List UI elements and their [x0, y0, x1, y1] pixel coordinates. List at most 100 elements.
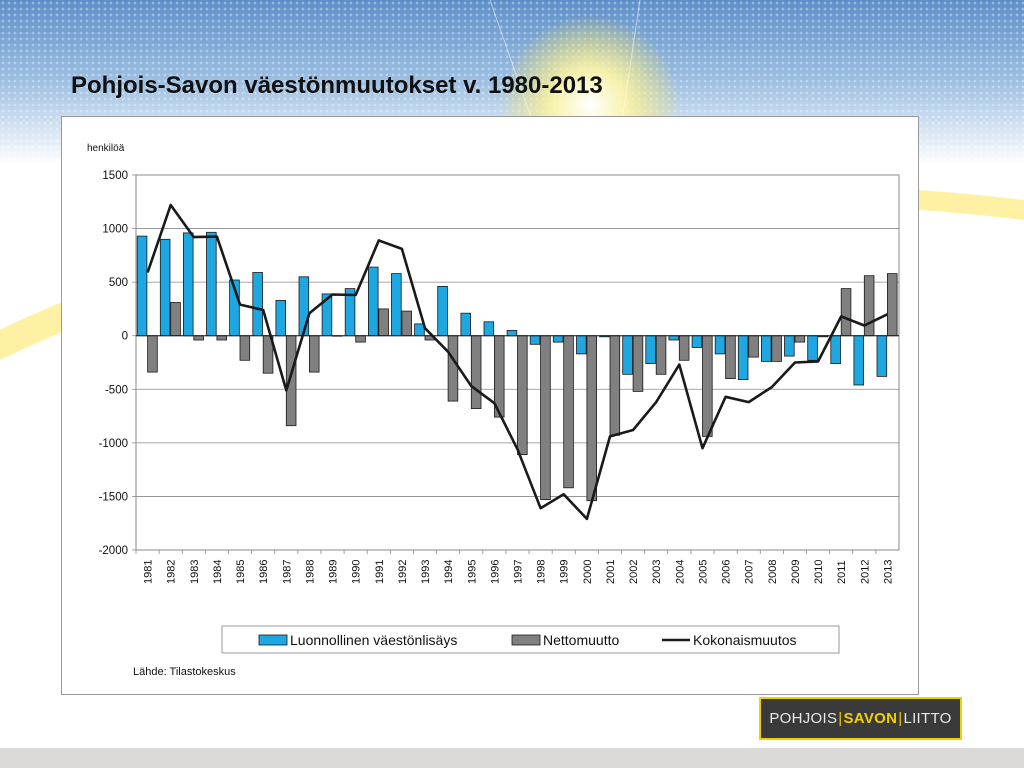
x-tick-label: 1991: [374, 560, 386, 584]
x-tick-label: 2009: [790, 560, 802, 584]
net-migration-bar: [678, 335, 690, 361]
x-tick-label: 1984: [212, 560, 224, 584]
legend-swatch-natural: [258, 634, 288, 646]
net-migration-bar: [655, 335, 667, 375]
y-tick-label: 1500: [102, 170, 128, 182]
x-tick-label: 2000: [582, 560, 594, 584]
logo-part-pohjois: POHJOIS: [769, 710, 838, 727]
y-tick-label: -1000: [99, 438, 128, 450]
x-tick-label: 1985: [235, 560, 247, 584]
y-tick-label: 0: [122, 331, 128, 343]
natural-increase-bar: [830, 335, 841, 364]
x-tick-label: 2012: [859, 560, 871, 584]
natural-increase-bar: [414, 323, 425, 337]
natural-increase-bar: [275, 299, 286, 337]
x-tick-label: 2008: [767, 560, 779, 584]
net-migration-bar: [609, 335, 621, 436]
x-tick-label: 1997: [513, 560, 525, 584]
x-tick-label: 2004: [674, 560, 686, 584]
net-migration-bar: [702, 335, 713, 437]
net-migration-bar: [308, 335, 320, 373]
net-migration-bar: [540, 335, 551, 500]
y-tick-label: -500: [105, 384, 128, 396]
y-tick-label: -2000: [99, 545, 128, 557]
logo-separator: |: [838, 710, 843, 727]
net-migration-bar: [401, 310, 412, 337]
natural-increase-bar: [437, 285, 448, 337]
net-migration-bar: [147, 335, 158, 373]
net-migration-bar: [586, 335, 598, 502]
y-tick-label: 500: [109, 277, 128, 289]
natural-increase-bar: [483, 321, 495, 337]
net-migration-bar: [355, 335, 366, 343]
net-migration-bar: [725, 335, 736, 379]
net-migration-bar: [170, 302, 181, 337]
logo-part-liitto: LIITTO: [903, 710, 952, 727]
x-tick-label: 2007: [744, 560, 756, 584]
net-migration-bar: [563, 335, 574, 489]
net-migration-bar: [517, 335, 528, 455]
x-tick-label: 1983: [189, 560, 201, 584]
natural-increase-bar: [506, 329, 518, 337]
x-tick-label: 1986: [258, 560, 270, 584]
x-tick-label: 1992: [397, 560, 409, 584]
net-migration-bar: [378, 308, 389, 337]
net-migration-bar: [216, 335, 227, 341]
x-tick-label: 1995: [466, 560, 478, 584]
natural-increase-bar: [807, 335, 818, 361]
x-tick-label: 1990: [351, 560, 363, 584]
x-tick-label: 2003: [651, 560, 663, 584]
net-migration-bar: [887, 273, 898, 337]
x-tick-label: 1994: [443, 560, 455, 584]
slide-title: Pohjois-Savon väestönmuutokset v. 1980-2…: [71, 72, 603, 99]
x-tick-label: 2002: [628, 560, 640, 584]
x-tick-label: 2013: [882, 560, 894, 584]
x-tick-label: 1982: [166, 560, 178, 584]
net-migration-bar: [863, 275, 875, 337]
logo-part-savon: SAVON: [843, 710, 898, 727]
natural-increase-bar: [183, 232, 194, 337]
natural-increase-bar: [252, 272, 263, 337]
x-tick-label: 2001: [605, 560, 617, 584]
net-migration-bar: [748, 335, 759, 358]
natural-increase-bar: [737, 335, 749, 380]
x-tick-label: 1998: [536, 560, 548, 584]
net-migration-bar: [239, 335, 251, 361]
x-tick-label: 1988: [304, 560, 316, 584]
natural-increase-bar: [298, 276, 310, 337]
natural-increase-bar: [645, 335, 656, 364]
natural-increase-bar: [784, 335, 795, 357]
natural-increase-bar: [668, 335, 680, 341]
net-migration-bar: [193, 335, 204, 341]
chart-frame: henkilöä 1500 1000 500 0 -500 -1000 -1500 -2000 1…: [61, 116, 919, 695]
legend-label-total: Kokonaismuutos: [693, 632, 797, 648]
natural-increase-bar: [529, 335, 541, 345]
natural-increase-bar: [367, 266, 379, 337]
natural-increase-bar: [460, 312, 471, 337]
natural-increase-bar: [761, 335, 772, 362]
logo-separator: |: [898, 710, 903, 727]
net-migration-bar: [794, 335, 806, 343]
y-tick-label: -1500: [99, 491, 128, 503]
x-tick-label: 1989: [328, 560, 340, 584]
natural-increase-bar: [206, 231, 217, 337]
natural-increase-bar: [691, 335, 703, 348]
net-migration-bar: [470, 335, 482, 409]
natural-increase-bar: [622, 335, 633, 375]
natural-increase-bar: [136, 235, 148, 337]
x-tick-label: 2010: [813, 560, 825, 584]
net-migration-bar: [285, 335, 297, 427]
x-tick-label: 1987: [281, 560, 293, 584]
natural-increase-bar: [876, 335, 888, 377]
y-unit-label: henkilöä: [87, 143, 125, 154]
x-tick-label: 2005: [698, 560, 710, 584]
total-change-line: [146, 203, 888, 521]
y-tick-label: 1000: [102, 224, 128, 236]
legend-swatch-net: [511, 634, 541, 646]
legend-label-natural: Luonnollinen väestönlisäys: [290, 632, 457, 648]
legend-label-net: Nettomuutto: [543, 632, 619, 648]
footer-band: [0, 748, 1024, 768]
natural-increase-bar: [159, 238, 171, 337]
x-tick-label: 1981: [143, 560, 155, 584]
net-migration-bar: [840, 288, 852, 337]
